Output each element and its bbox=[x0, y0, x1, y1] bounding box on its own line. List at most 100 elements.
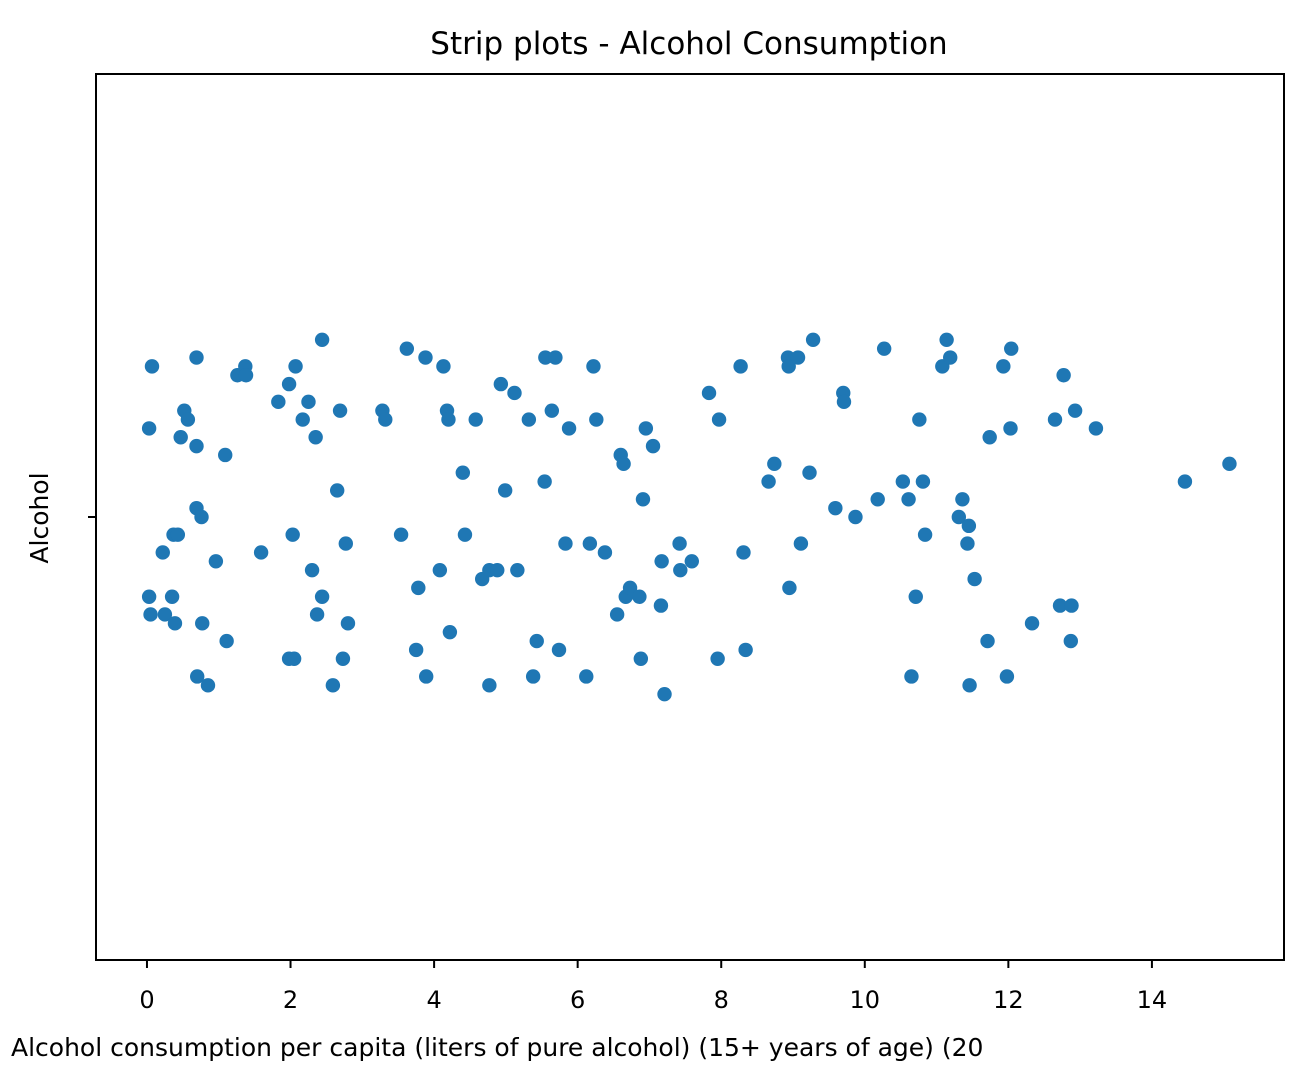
data-point bbox=[982, 430, 997, 445]
data-point bbox=[701, 385, 717, 401]
data-point bbox=[544, 403, 560, 418]
data-point bbox=[295, 412, 310, 427]
x-tick-label: 8 bbox=[714, 986, 729, 1014]
data-point bbox=[761, 474, 776, 489]
data-point bbox=[767, 456, 782, 472]
data-point bbox=[194, 509, 209, 525]
data-point bbox=[208, 554, 224, 569]
data-point bbox=[1067, 403, 1083, 418]
data-point bbox=[436, 359, 451, 374]
data-point bbox=[805, 332, 821, 347]
data-point bbox=[912, 412, 927, 427]
data-point bbox=[218, 447, 233, 463]
data-point bbox=[901, 492, 916, 507]
x-tick-label: 2 bbox=[283, 986, 298, 1014]
data-point bbox=[1088, 421, 1104, 436]
data-point bbox=[1024, 616, 1040, 631]
data-point bbox=[538, 350, 553, 365]
data-point bbox=[1056, 368, 1071, 383]
data-point bbox=[219, 633, 234, 649]
data-point bbox=[164, 589, 180, 604]
data-point bbox=[301, 394, 316, 410]
data-point bbox=[393, 527, 409, 542]
data-point bbox=[672, 536, 687, 551]
data-point bbox=[432, 562, 448, 578]
data-point bbox=[253, 545, 269, 560]
data-point bbox=[144, 359, 160, 374]
y-axis-label: Alcohol bbox=[25, 472, 54, 563]
data-point bbox=[654, 554, 669, 569]
data-point bbox=[378, 412, 393, 427]
data-point bbox=[167, 616, 183, 631]
data-point bbox=[340, 616, 356, 631]
data-point bbox=[525, 669, 541, 684]
x-tick-label: 0 bbox=[139, 986, 154, 1014]
data-point bbox=[980, 633, 995, 649]
data-point bbox=[288, 359, 303, 374]
data-point bbox=[442, 624, 458, 640]
x-tick-label: 14 bbox=[1137, 986, 1168, 1014]
data-point bbox=[586, 359, 601, 374]
data-point bbox=[286, 651, 302, 666]
data-point bbox=[490, 562, 505, 578]
data-point bbox=[653, 598, 669, 613]
data-point bbox=[468, 412, 483, 427]
data-point bbox=[189, 350, 204, 365]
data-point bbox=[170, 527, 186, 542]
data-point bbox=[955, 492, 970, 507]
data-point bbox=[951, 509, 967, 525]
data-point bbox=[325, 678, 341, 693]
data-point bbox=[609, 607, 625, 622]
data-point bbox=[521, 412, 537, 427]
data-point bbox=[961, 518, 977, 534]
data-point bbox=[180, 412, 196, 427]
data-point bbox=[314, 589, 330, 604]
data-point bbox=[399, 341, 415, 356]
data-point bbox=[190, 669, 205, 684]
data-point bbox=[684, 554, 699, 569]
data-point bbox=[548, 350, 563, 365]
data-point bbox=[1004, 341, 1019, 356]
data-point bbox=[1003, 421, 1018, 436]
data-point bbox=[781, 359, 796, 374]
data-point bbox=[551, 642, 567, 658]
data-point bbox=[939, 332, 954, 347]
data-point bbox=[408, 642, 424, 658]
data-point bbox=[917, 527, 933, 542]
data-point bbox=[622, 580, 638, 596]
data-point bbox=[329, 483, 345, 498]
data-point bbox=[711, 412, 727, 427]
data-point bbox=[790, 350, 806, 365]
data-point bbox=[238, 368, 254, 383]
data-point bbox=[419, 669, 434, 684]
data-point bbox=[632, 589, 647, 604]
data-point bbox=[828, 500, 843, 516]
data-point bbox=[782, 580, 797, 596]
data-point bbox=[189, 438, 204, 454]
data-point bbox=[733, 359, 748, 374]
data-point bbox=[673, 562, 688, 578]
data-point bbox=[999, 669, 1015, 684]
data-point bbox=[738, 642, 753, 658]
plot-frame bbox=[95, 73, 1285, 961]
data-point bbox=[143, 607, 158, 622]
x-tick-label: 10 bbox=[850, 986, 881, 1014]
data-point bbox=[314, 332, 330, 347]
data-point bbox=[793, 536, 809, 551]
data-point bbox=[597, 545, 613, 560]
data-point bbox=[285, 527, 300, 542]
data-point bbox=[157, 607, 173, 622]
data-point bbox=[895, 474, 911, 489]
x-tick-label: 12 bbox=[993, 986, 1024, 1014]
data-point bbox=[195, 616, 210, 631]
data-point bbox=[848, 509, 863, 525]
data-point bbox=[173, 430, 188, 445]
data-point bbox=[657, 687, 672, 702]
data-point bbox=[155, 545, 170, 560]
data-point bbox=[141, 421, 157, 436]
data-point bbox=[836, 394, 852, 410]
data-point bbox=[558, 536, 573, 551]
data-point bbox=[457, 527, 473, 542]
data-point bbox=[915, 474, 931, 489]
